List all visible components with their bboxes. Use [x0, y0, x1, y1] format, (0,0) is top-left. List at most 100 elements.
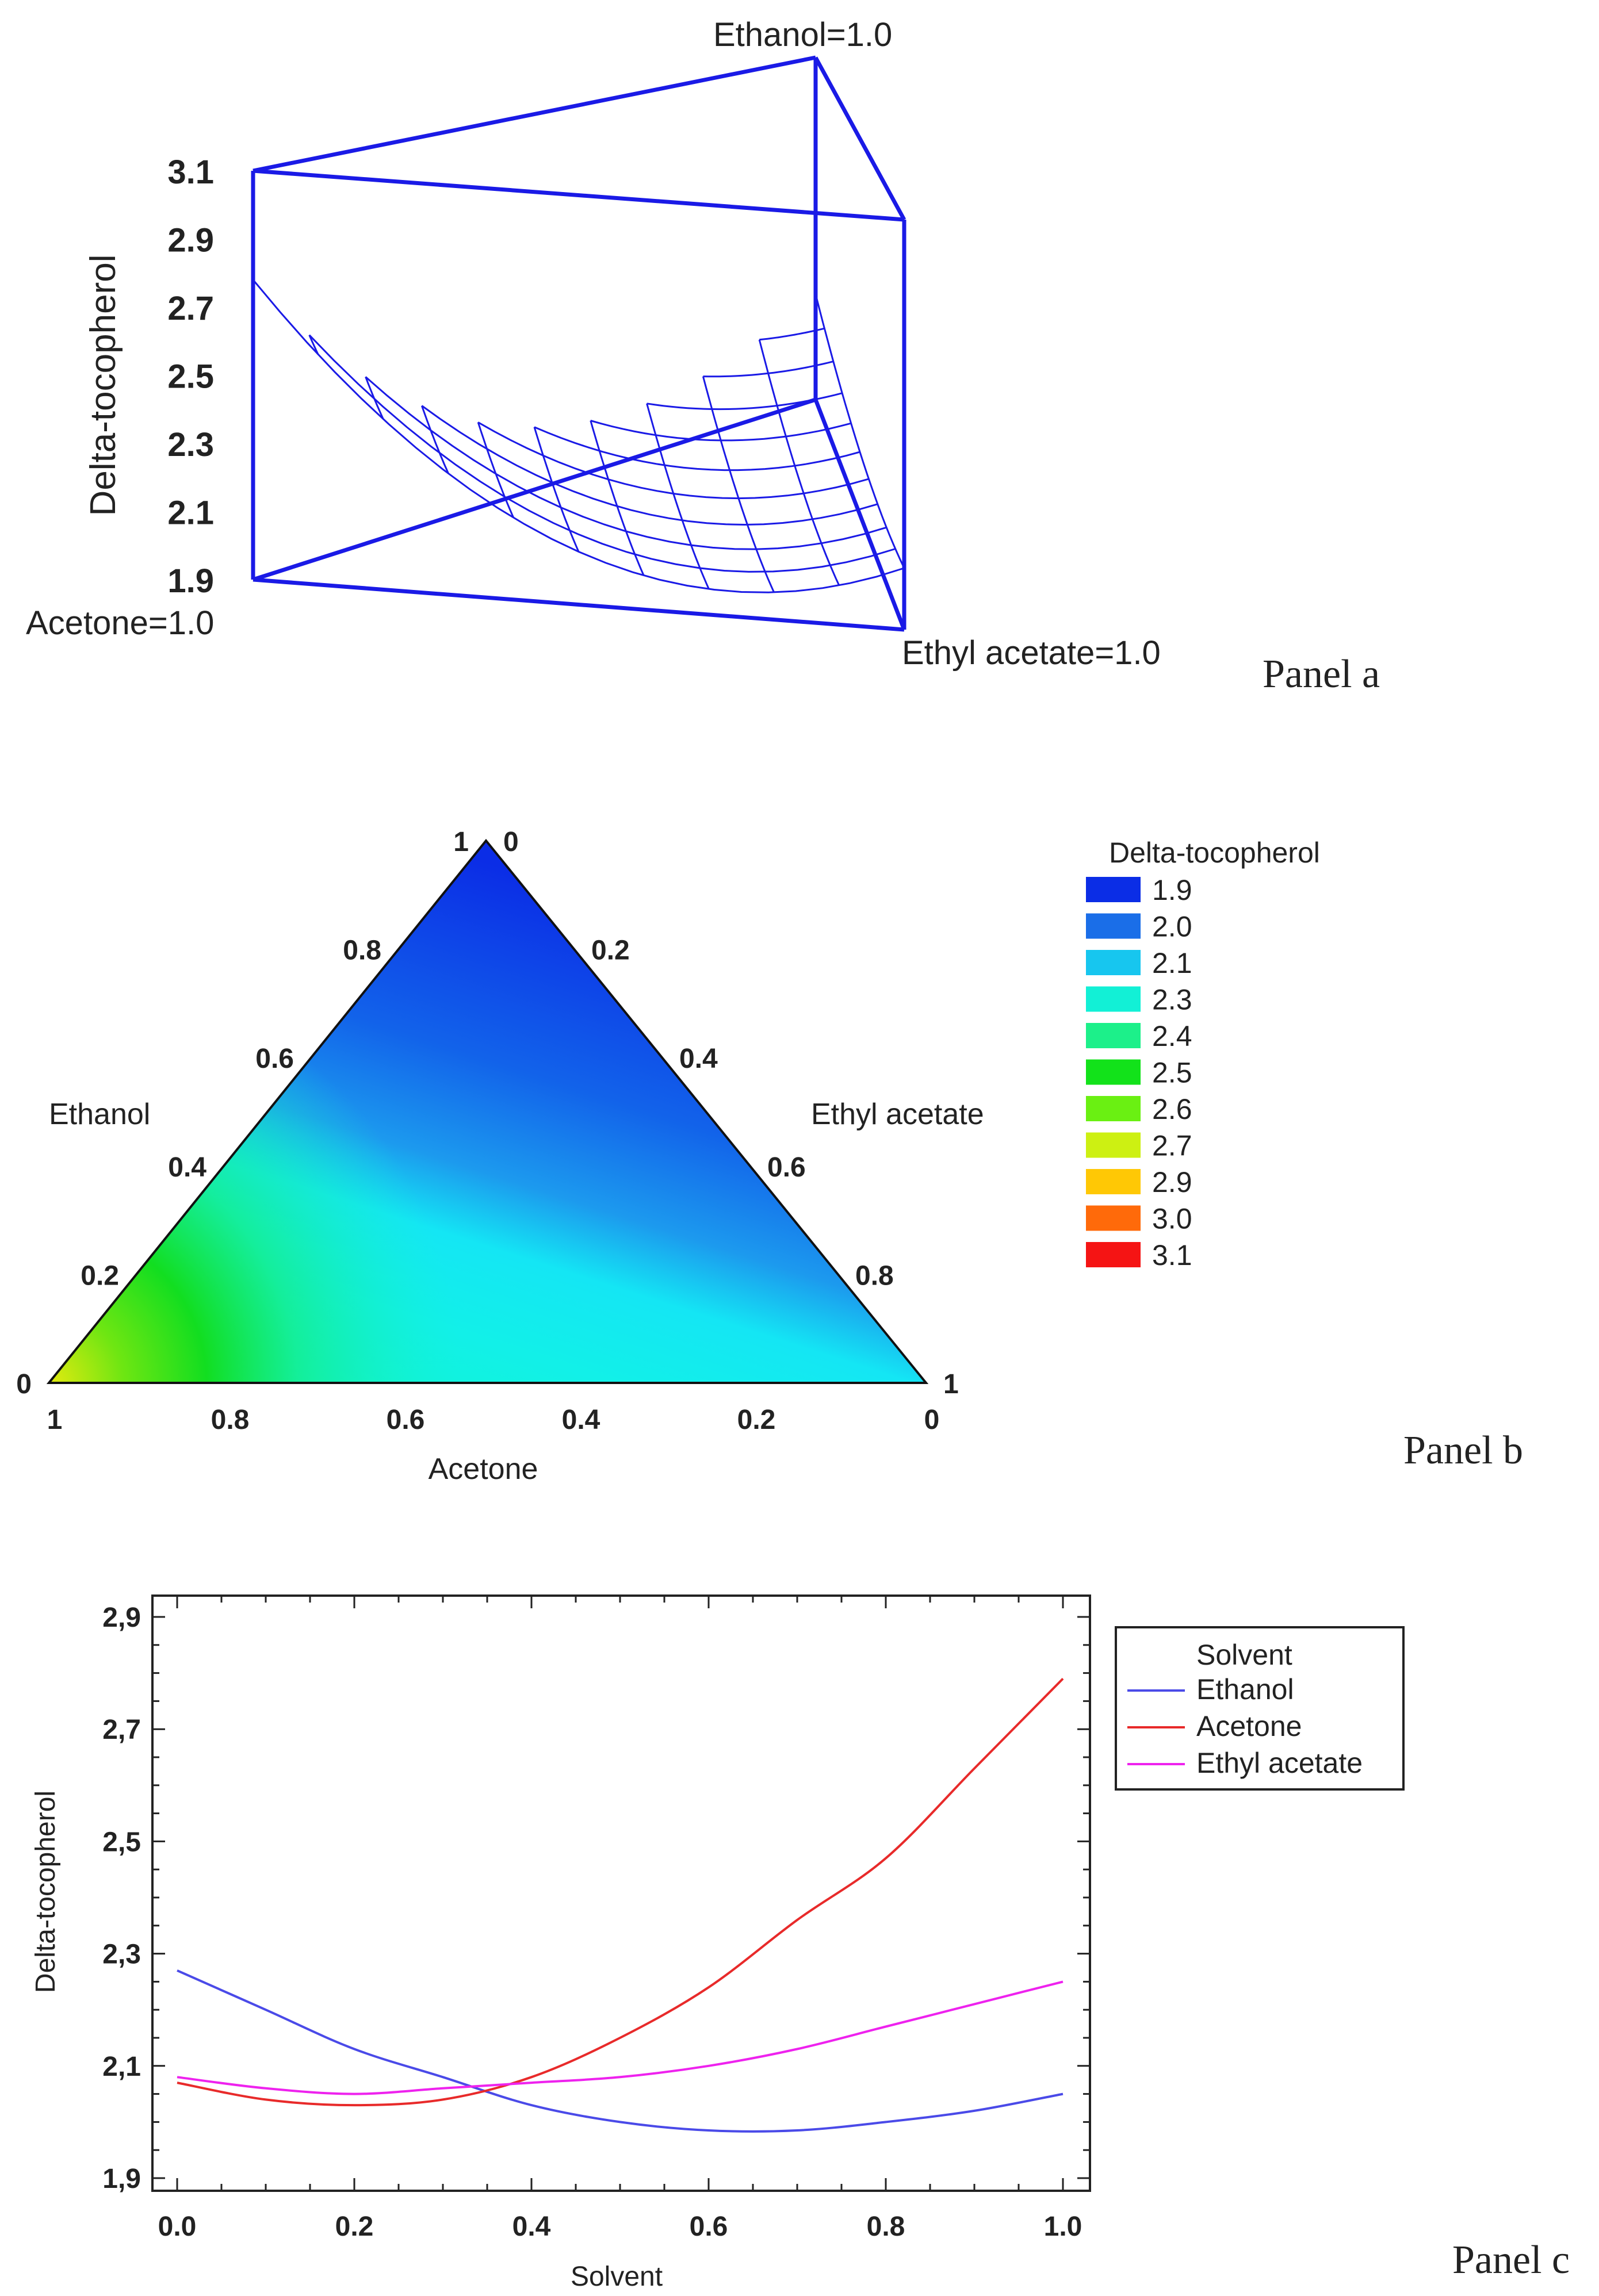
frame-edge-top-front — [253, 168, 905, 222]
series-line-ethanol — [177, 1969, 1064, 2133]
ternary-tick-ethanol: 0.4 — [168, 1152, 206, 1183]
panel-b-label: Panel b — [1403, 1428, 1523, 1473]
z-tick-label: 3.1 — [167, 154, 214, 191]
x-tick-label: 0.0 — [158, 2211, 197, 2242]
ternary-tick-acetone: 1 — [47, 1405, 63, 1435]
surface-grid-line — [308, 335, 319, 355]
y-tick-label: 2,3 — [102, 1939, 141, 1970]
legend-label: 2.4 — [1152, 1020, 1192, 1052]
surface-grid-line — [477, 421, 515, 519]
ternary-tick-acetone: 0.2 — [737, 1405, 776, 1435]
legend-label: Acetone — [1196, 1710, 1302, 1742]
ternary-tick-ethanol: 0 — [16, 1369, 32, 1400]
surface-grid-line — [647, 392, 843, 411]
ternary-tick-ethyl-acetate: 0.8 — [855, 1260, 894, 1291]
legend-label: 2.9 — [1152, 1166, 1192, 1198]
legend-swatch — [1086, 1169, 1141, 1194]
legend-box — [1115, 1626, 1405, 1791]
x-tick-label: 1.0 — [1044, 2211, 1082, 2242]
ternary-tick-ethyl-acetate: 1 — [943, 1369, 959, 1400]
legend-swatch — [1086, 986, 1141, 1012]
ternary-tick-ethanol: 0.6 — [255, 1044, 294, 1074]
axis-ticks: 0.0 0.2 0.4 0.6 0.8 1.0 1,9 2,1 2,3 2,5 2,7 2,9 — [102, 1596, 1090, 2242]
frame-edge-bottom-front — [253, 577, 905, 632]
panel-a-label: Panel a — [1263, 652, 1380, 696]
ternary-tick-ethyl-acetate: 0.2 — [591, 936, 630, 966]
surface-grid-line — [759, 327, 825, 341]
series-line-ethyl-acetate — [177, 1980, 1064, 2095]
legend-swatch — [1086, 1023, 1141, 1048]
vertex-label-acetone: Acetone=1.0 — [26, 604, 214, 642]
panel-b-ternary-contour: 00.20.40.60.81 00.20.40.60.811 0.8 0.6 0.4 0.… — [16, 827, 1523, 1486]
frame-edge-top-right — [813, 56, 906, 221]
z-tick-label: 2.7 — [167, 290, 214, 327]
frame-edge-bottom-right — [813, 398, 906, 631]
line-legend: Solvent Ethanol Acetone Ethyl acetate — [1115, 1626, 1405, 1791]
legend-title: Delta-tocopherol — [1109, 837, 1320, 869]
legend-swatch — [1086, 1059, 1141, 1085]
legend-items: Ethanol Acetone Ethyl acetate — [1127, 1673, 1363, 1779]
legend-label: 2.0 — [1152, 911, 1192, 943]
prism-frame — [251, 55, 906, 632]
surface-grid-line — [646, 403, 710, 590]
ternary-label-acetone: Acetone — [429, 1452, 538, 1486]
z-axis-label: Delta-tocopherol — [83, 255, 123, 516]
legend-label: Ethanol — [1196, 1673, 1294, 1705]
legend-swatch — [1086, 1096, 1141, 1121]
legend-label: 3.1 — [1152, 1239, 1192, 1271]
legend-label: 2.3 — [1152, 984, 1192, 1016]
surface-grid-line — [365, 376, 384, 420]
ternary-outline — [46, 838, 929, 1384]
ternary-tick-ethyl-acetate: 0.6 — [767, 1152, 806, 1183]
frame-edge-bottom-left — [252, 397, 817, 582]
x-tick-label: 0.8 — [867, 2211, 905, 2242]
x-axis-label: Solvent — [571, 2261, 663, 2292]
y-tick-label: 2,9 — [102, 1603, 141, 1633]
surface-grid-line — [534, 426, 860, 472]
legend-label: 2.1 — [1152, 947, 1192, 979]
legend-label: 2.7 — [1152, 1130, 1192, 1162]
y-tick-label: 1,9 — [102, 2164, 141, 2194]
y-axis-label: Delta-tocopherol — [30, 1791, 61, 1993]
plot-area-frame — [151, 1594, 1091, 2192]
ternary-tick-acetone: 0 — [924, 1405, 940, 1435]
panel-c-label: Panel c — [1452, 2238, 1570, 2282]
surface-grid-line — [590, 420, 645, 576]
z-tick-label: 2.5 — [167, 358, 214, 396]
legend-label: 2.6 — [1152, 1093, 1192, 1125]
ternary-tick-acetone: 0.4 — [562, 1405, 600, 1435]
series-line-acetone — [177, 1677, 1064, 2107]
ternary-tick-ethyl-acetate: 0 — [503, 827, 519, 857]
response-surface-mesh — [252, 279, 905, 593]
legend-title: Solvent — [1196, 1639, 1292, 1671]
legend-label: Ethyl acetate — [1196, 1747, 1363, 1779]
series-lines — [177, 1677, 1064, 2133]
x-tick-label: 0.4 — [512, 2211, 551, 2242]
legend-label: 2.5 — [1152, 1057, 1192, 1089]
z-axis-ticks: 1.9 2.1 2.3 2.5 2.7 2.9 3.1 — [167, 154, 214, 600]
vertex-label-ethyl-acetate: Ethyl acetate=1.0 — [902, 634, 1161, 672]
surface-grid-line — [420, 405, 449, 474]
panel-c-line-chart: 0.0 0.2 0.4 0.6 0.8 1.0 1,9 2,1 2,3 2,5 2,7 2,9 Sol… — [30, 1594, 1570, 2292]
legend-label: 1.9 — [1152, 874, 1192, 906]
ternary-tick-ethyl-acetate: 0.4 — [679, 1044, 718, 1074]
y-tick-label: 2,7 — [102, 1715, 141, 1745]
frame-edge-top-left — [253, 55, 816, 173]
legend-label: 3.0 — [1152, 1203, 1192, 1235]
legend-swatch — [1086, 877, 1141, 902]
legend-swatch — [1086, 913, 1141, 939]
ternary-tick-ethanol: 0.2 — [81, 1260, 119, 1291]
legend-swatch — [1086, 950, 1141, 975]
surface-grid-line — [702, 376, 775, 593]
z-tick-label: 2.9 — [167, 222, 214, 259]
z-tick-label: 1.9 — [167, 562, 214, 600]
x-tick-label: 0.6 — [690, 2211, 728, 2242]
z-tick-label: 2.3 — [167, 426, 214, 463]
x-tick-label: 0.2 — [335, 2211, 374, 2242]
surface-grid-line — [533, 427, 580, 553]
ternary-tick-ethanol: 0.8 — [343, 936, 381, 966]
ternary-label-ethyl-acetate: Ethyl acetate — [811, 1098, 984, 1131]
legend-swatch — [1086, 1132, 1141, 1158]
contour-legend: Delta-tocopherol 1.9 2.0 2.1 2.3 2.4 2.5 2.6 2.7… — [1086, 837, 1320, 1271]
